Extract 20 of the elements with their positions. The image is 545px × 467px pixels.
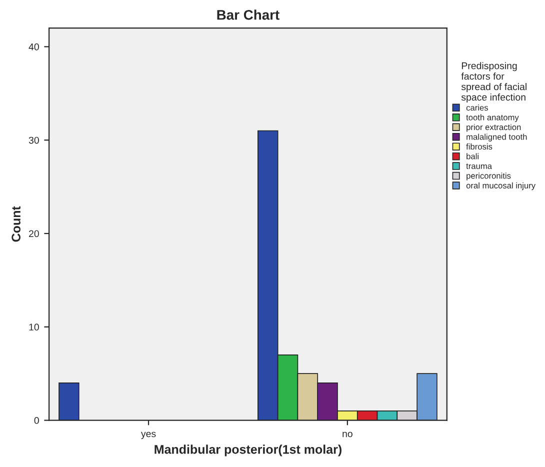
legend-label: pericoronitis xyxy=(466,172,511,180)
y-tick-label: 40 xyxy=(28,43,39,50)
legend-label: trauma xyxy=(466,164,492,170)
legend-label: prior extraction xyxy=(466,124,521,132)
legend-label: oral mucosal injury xyxy=(466,182,536,190)
y-tick-label: 30 xyxy=(28,136,39,144)
y-tick-label: 20 xyxy=(29,230,39,238)
x-tick-label: no xyxy=(342,432,352,438)
legend-label: fibrosis xyxy=(466,143,492,150)
x-axis-title: Mandibular posterior(1st molar) xyxy=(154,444,342,456)
legend-label: bali xyxy=(466,153,478,160)
legend-title: Predisposing factors for spread of facial space infection xyxy=(461,62,526,103)
y-tick-label: 0 xyxy=(34,417,39,424)
chart-title: Bar Chart xyxy=(217,10,280,20)
y-tick-label: 10 xyxy=(29,324,39,331)
x-tick-label: yes xyxy=(140,432,156,440)
legend-label: malaligned tooth xyxy=(466,134,527,142)
y-axis-title: Count xyxy=(12,206,20,242)
legend-label: caries xyxy=(466,104,488,111)
legend-label: tooth anatomy xyxy=(466,114,519,122)
